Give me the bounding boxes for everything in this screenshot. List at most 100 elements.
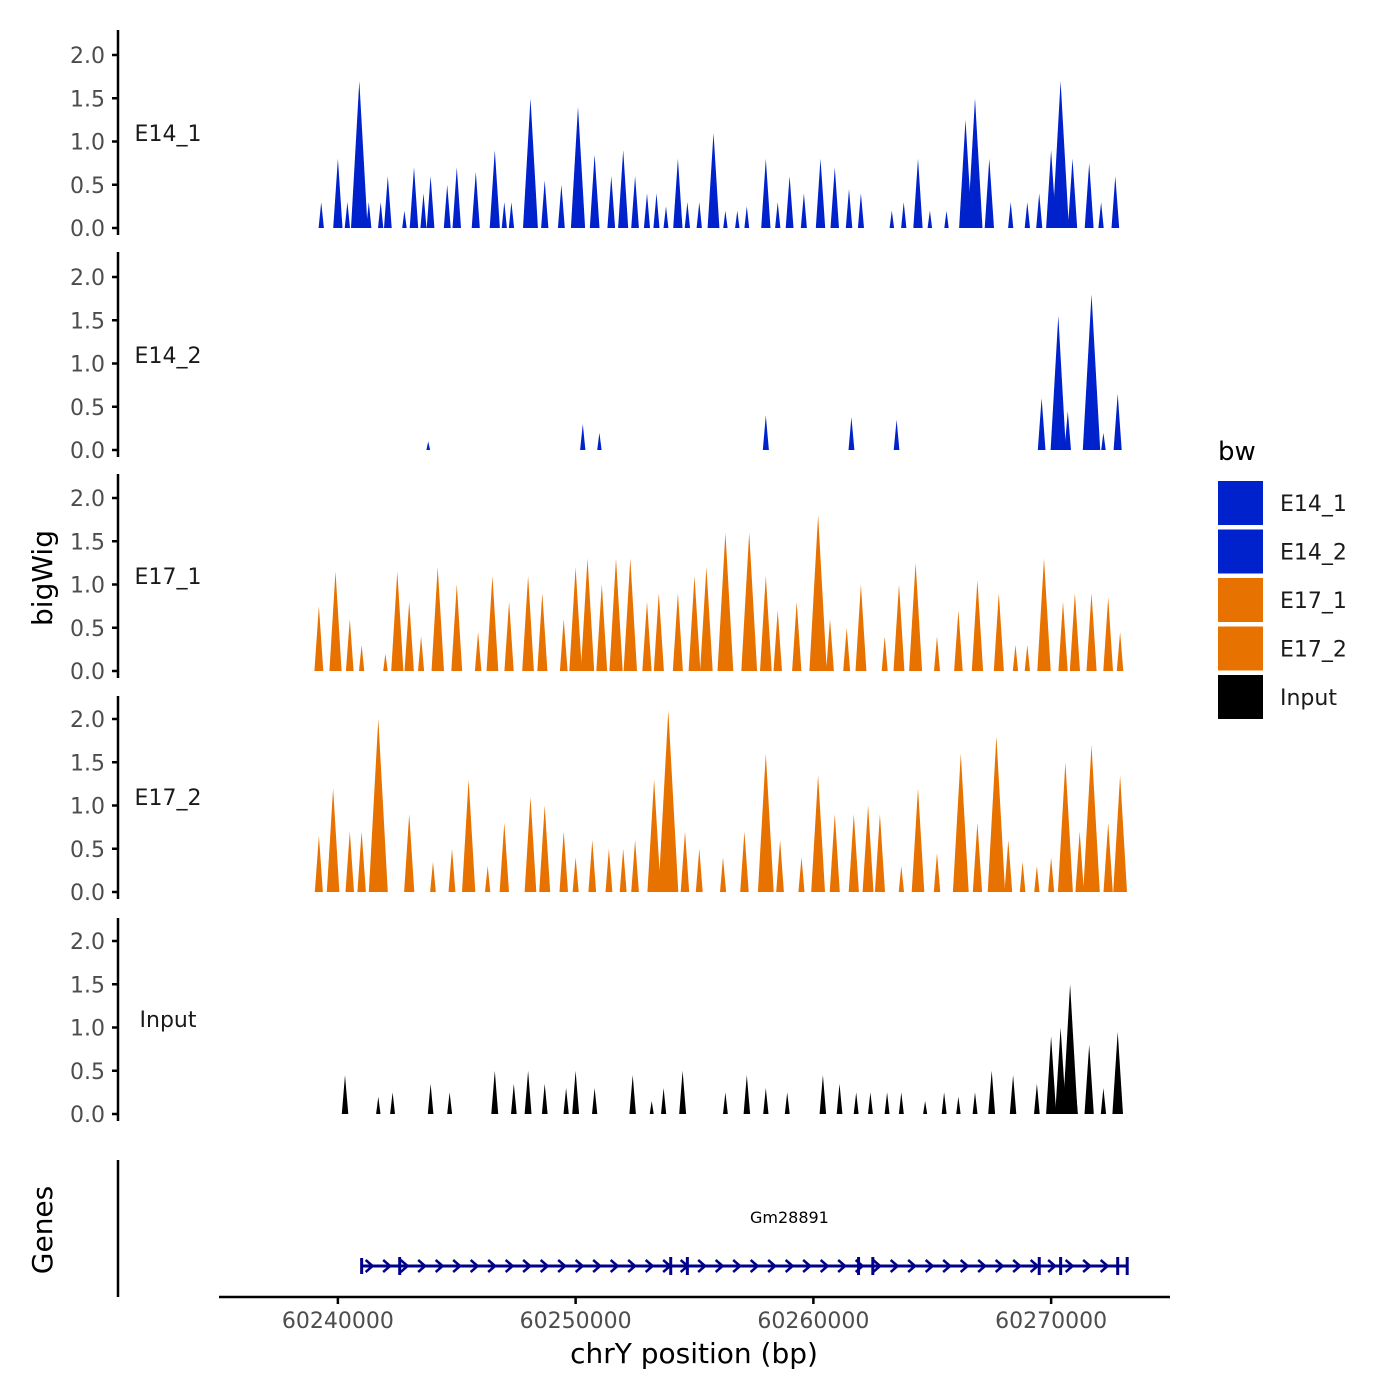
signal-peak — [643, 193, 650, 228]
strand-arrow — [837, 1259, 848, 1273]
signal-peak — [829, 814, 840, 892]
strand-arrow — [522, 1259, 533, 1273]
legend: bw E14_1 E14_2 E17_1 E17_2 Input — [1218, 437, 1347, 719]
y-tick-label: 1.0 — [70, 795, 105, 820]
y-tick-label: 0.5 — [70, 838, 105, 863]
strand-arrow — [452, 1259, 463, 1273]
strand-arrow — [1012, 1259, 1023, 1273]
signal-peak — [679, 1070, 687, 1114]
y-tick-label: 1.5 — [70, 751, 105, 776]
strand-arrow — [819, 1259, 830, 1273]
track-e17-1: 0.0 0.5 1.0 1.5 2.0 E17_1 — [70, 474, 1124, 685]
signal-peak — [597, 432, 602, 450]
signal-peak — [314, 835, 323, 892]
signal-peak — [653, 593, 664, 671]
signal-peak — [680, 831, 690, 892]
signal-peak — [1084, 163, 1094, 228]
strand-arrow — [592, 1259, 603, 1273]
y-tick-label: 1.0 — [70, 353, 105, 378]
signal-peak — [663, 206, 669, 228]
y-tick-label: 1.0 — [70, 574, 105, 599]
signal-peak — [988, 1070, 996, 1114]
signal-peak — [1103, 822, 1113, 892]
signal-peak — [717, 532, 734, 671]
signal-peak — [1037, 558, 1051, 671]
y-tick-label: 0.0 — [70, 1103, 105, 1128]
signal-peak — [539, 805, 551, 892]
signal-peak — [944, 210, 949, 228]
strand-arrow — [942, 1259, 953, 1273]
legend-label: E17_1 — [1280, 589, 1347, 614]
track-label: Input — [140, 1008, 197, 1033]
strand-arrow — [469, 1259, 480, 1273]
signal-peak — [893, 584, 905, 671]
signal-peak — [773, 610, 782, 671]
strand-arrow — [784, 1259, 795, 1273]
strand-arrow — [1047, 1259, 1058, 1273]
signal-peak — [511, 1083, 517, 1114]
signal-peak — [489, 150, 500, 228]
signal-peak — [451, 584, 463, 671]
strand-arrow — [802, 1259, 813, 1273]
legend-label: E14_2 — [1280, 541, 1347, 566]
signal-peak — [913, 158, 923, 228]
signal-peak — [1048, 857, 1055, 892]
signal-peak — [672, 593, 683, 671]
legend-key-e17-2 — [1218, 626, 1263, 671]
signal-peak — [819, 1075, 827, 1114]
signal-peak — [1012, 645, 1019, 671]
signal-peak — [501, 202, 507, 228]
signal-peak — [744, 206, 750, 228]
signal-peak — [1101, 432, 1106, 450]
signal-peak — [763, 1088, 769, 1114]
signal-peak — [1098, 202, 1104, 228]
signal-peak — [1057, 762, 1073, 892]
signal-peak — [898, 1092, 904, 1114]
strand-arrow — [364, 1259, 375, 1273]
signal-peak — [792, 601, 802, 671]
signal-peak — [384, 176, 392, 228]
signal-peak — [420, 193, 427, 228]
signal-peak — [631, 176, 639, 228]
signal-peak — [700, 567, 713, 671]
signal-peak — [409, 167, 419, 228]
signal-peak — [378, 202, 384, 228]
signal-peak — [741, 532, 758, 671]
signal-peak — [1004, 840, 1013, 892]
signal-peak — [993, 593, 1004, 671]
signal-peak — [345, 831, 354, 892]
x-axis-title: chrY position (bp) — [570, 1337, 818, 1370]
signal-peak — [898, 866, 904, 892]
signal-peak — [314, 606, 324, 671]
signal-peak — [826, 619, 834, 671]
signal-peak — [1034, 1083, 1040, 1114]
signal-peak — [1075, 831, 1084, 892]
signal-peak — [761, 158, 771, 228]
signal-peak — [1019, 861, 1026, 892]
signal-peak — [344, 202, 350, 228]
signal-peak — [956, 1096, 961, 1114]
signal-peak — [1024, 202, 1030, 228]
y-axis-title: bigWig — [26, 530, 59, 626]
signal-peak — [390, 1092, 395, 1114]
signal-peak — [874, 814, 885, 892]
signal-peak — [426, 441, 431, 450]
signal-peak — [954, 610, 963, 671]
signal-peak — [619, 848, 627, 892]
x-tick-label: 60260000 — [757, 1309, 869, 1334]
signal-peak — [623, 558, 637, 671]
x-axis: 60240000 60250000 60260000 60270000 — [219, 1295, 1170, 1334]
signal-peak — [391, 571, 404, 671]
x-tick-label: 60250000 — [520, 1309, 632, 1334]
signal-peak — [1052, 81, 1069, 228]
signal-peak — [784, 1092, 790, 1114]
signal-peak — [404, 601, 414, 671]
y-tick-label: 0.5 — [70, 1060, 105, 1085]
signal-peak — [508, 202, 515, 228]
signal-peak — [696, 202, 702, 228]
signal-peak — [848, 814, 859, 892]
y-tick-label: 1.0 — [70, 131, 105, 156]
strand-arrow — [417, 1259, 428, 1273]
signal-peak — [580, 558, 595, 671]
y-tick-label: 2.0 — [70, 44, 105, 69]
